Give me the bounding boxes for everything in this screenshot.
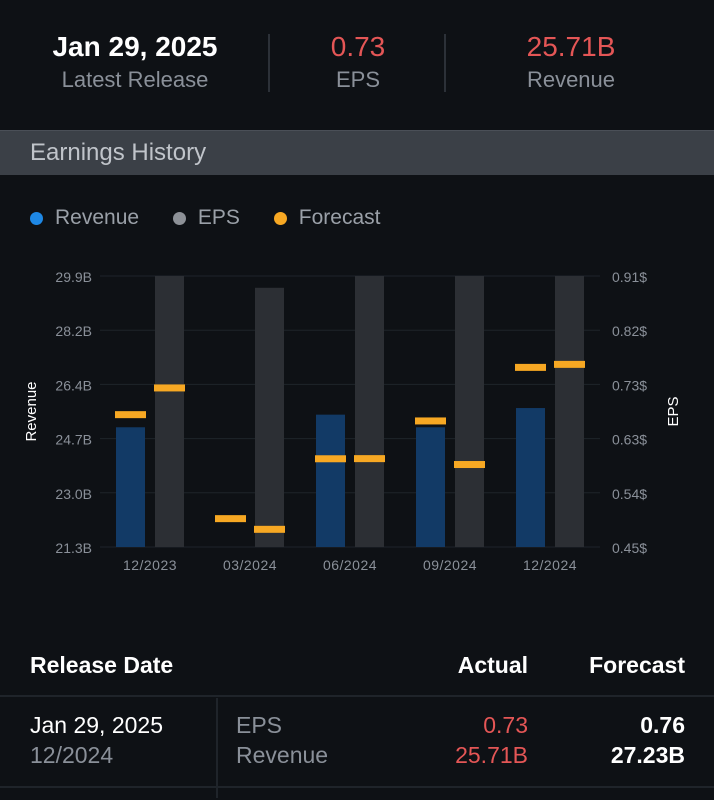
header-release-date: Release Date <box>30 652 174 678</box>
revenue-dot-icon <box>30 211 43 225</box>
y-tick-label-right: 0.54$ <box>612 486 647 502</box>
x-tick-label: 03/2024 <box>223 557 277 573</box>
revenue-value: 25.71B <box>526 31 616 62</box>
y-tick-label-left: 21.3B <box>55 540 92 556</box>
eps-block: 0.73 EPS <box>270 30 446 94</box>
eps-label: EPS <box>335 67 381 92</box>
summary-header: Jan 29, 2025 Latest Release 0.73 EPS 25.… <box>0 0 714 130</box>
legend-item-forecast[interactable]: Forecast <box>273 206 381 230</box>
y-axis-label-right: EPS <box>665 396 682 426</box>
table-divider <box>0 786 714 788</box>
forecast-dot-icon <box>273 211 287 225</box>
x-tick-label: 12/2024 <box>523 557 577 573</box>
y-tick-label-right: 0.63$ <box>612 432 647 448</box>
legend-label: EPS <box>197 206 240 229</box>
y-tick-label-left: 26.4B <box>55 377 92 393</box>
release-date-label: Latest Release <box>61 67 209 92</box>
header-actual: Actual <box>457 652 528 678</box>
y-tick-label-left: 23.0B <box>55 486 92 502</box>
x-tick-label: 06/2024 <box>323 557 377 573</box>
eps-forecast-marker <box>454 461 485 469</box>
x-tick-label: 09/2024 <box>423 557 477 573</box>
y-tick-label-right: 0.45$ <box>612 540 647 556</box>
eps-bar <box>255 287 284 547</box>
y-tick-label-right: 0.82$ <box>612 323 647 339</box>
y-tick-label-right: 0.73$ <box>612 377 647 393</box>
table-header: Release Date Actual Forecast <box>0 640 714 696</box>
summary-divider <box>268 34 270 92</box>
table-divider <box>0 695 714 697</box>
latest-release-block: Jan 29, 2025 Latest Release <box>0 30 270 94</box>
eps-forecast-marker <box>554 360 585 368</box>
eps-bar <box>355 276 384 547</box>
revenue-forecast-marker <box>315 455 346 463</box>
y-axis-label-left: Revenue <box>23 381 40 441</box>
eps-value: 0.73 <box>330 31 386 62</box>
revenue-label: Revenue <box>526 67 616 92</box>
revenue-forecast-marker <box>415 417 446 425</box>
eps-forecast-marker <box>254 525 285 533</box>
row-period: 12/2024 <box>30 742 114 768</box>
header-forecast: Forecast <box>589 652 685 678</box>
row-actual-revenue: 25.71B <box>455 742 528 768</box>
section-title: Earnings History <box>30 139 207 166</box>
revenue-bar <box>516 408 545 547</box>
row-forecast-revenue: 27.23B <box>610 742 685 768</box>
revenue-bar <box>316 414 345 547</box>
chart-legend: Revenue EPS Forecast <box>30 206 408 236</box>
row-actual-eps: 0.73 <box>483 712 528 738</box>
legend-label: Forecast <box>298 206 381 229</box>
earnings-chart: 29.9B 0.91$ 28.2B 0.82$ 26.4B 0.73$ 24.7B 0.63$… <box>23 269 682 573</box>
row-metric-revenue: Revenue <box>236 742 329 768</box>
revenue-forecast-marker <box>215 515 246 523</box>
legend-item-eps[interactable]: EPS <box>172 206 240 230</box>
eps-bar <box>555 276 584 547</box>
x-tick-label: 12/2023 <box>123 557 177 573</box>
table-row[interactable]: Jan 29, 2025 12/2024 EPS Revenue 0.73 25… <box>0 698 714 798</box>
row-column-separator <box>216 698 218 798</box>
earnings-history-section-header: Earnings History <box>0 130 714 175</box>
y-tick-label-right: 0.91$ <box>612 269 647 285</box>
eps-bar <box>455 276 484 547</box>
revenue-bar <box>116 427 145 547</box>
revenue-forecast-marker <box>115 411 146 419</box>
release-date-value: Jan 29, 2025 <box>52 31 218 62</box>
y-tick-label-left: 24.7B <box>55 432 92 448</box>
row-metric-eps: EPS <box>236 712 283 738</box>
y-tick-label-left: 28.2B <box>55 323 92 339</box>
row-forecast-eps: 0.76 <box>640 712 685 738</box>
revenue-bar <box>416 427 445 547</box>
y-tick-label-left: 29.9B <box>55 269 92 285</box>
legend-item-revenue[interactable]: Revenue <box>30 206 139 230</box>
revenue-forecast-marker <box>515 363 546 371</box>
eps-bar <box>155 276 184 547</box>
revenue-block: 25.71B Revenue <box>446 30 696 94</box>
eps-dot-icon <box>172 211 186 225</box>
eps-forecast-marker <box>354 455 385 463</box>
legend-label: Revenue <box>55 206 140 229</box>
row-release-date: Jan 29, 2025 <box>30 712 164 738</box>
summary-divider <box>444 34 446 92</box>
eps-forecast-marker <box>154 384 185 392</box>
